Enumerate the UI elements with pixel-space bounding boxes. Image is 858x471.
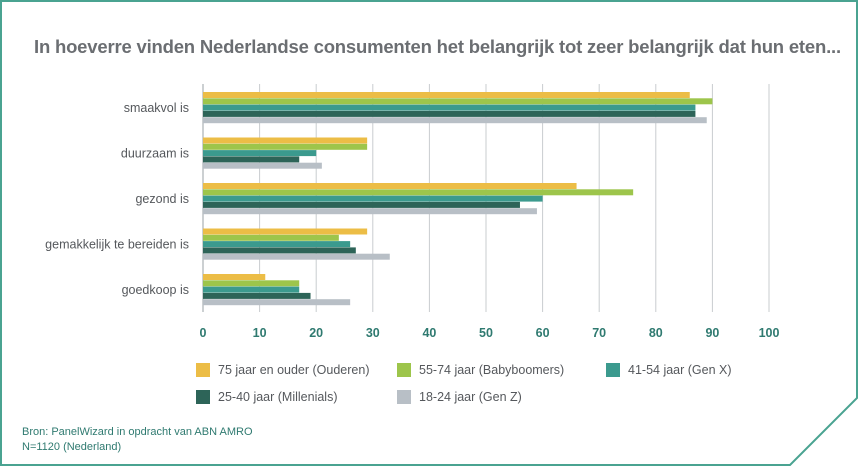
bar — [203, 137, 368, 144]
bar — [203, 195, 543, 202]
bar — [203, 234, 339, 241]
bar — [203, 117, 707, 124]
category-labels: smaakvol is duurzaam is gezond is gemakkeli… — [45, 101, 189, 297]
x-tick-label: 90 — [705, 326, 719, 340]
x-tick-label: 0 — [200, 326, 207, 340]
x-tick-label: 60 — [536, 326, 550, 340]
x-tick-label: 20 — [309, 326, 323, 340]
legend-swatch — [397, 390, 411, 404]
bar — [203, 183, 577, 189]
bar — [203, 150, 317, 157]
bar — [203, 143, 368, 150]
bar — [203, 299, 351, 306]
source-note: Bron: PanelWizard in opdracht van ABN AM… — [22, 426, 253, 438]
chart-title: In hoeverre vinden Nederlandse consument… — [34, 36, 841, 57]
bar — [203, 208, 537, 215]
category-label: gemakkelijk te bereiden is — [45, 237, 189, 251]
bar — [203, 92, 690, 98]
x-axis-tick-labels: 0 10 20 30 40 50 60 70 80 90 100 — [200, 326, 780, 340]
bar — [203, 253, 390, 260]
legend-label: 18-24 jaar (Gen Z) — [419, 390, 522, 404]
bar — [203, 162, 322, 169]
bar — [203, 110, 696, 117]
legend-item-babyboomers: 55-74 jaar (Babyboomers) — [397, 360, 564, 380]
legend-swatch — [397, 363, 411, 377]
x-tick-label: 10 — [253, 326, 267, 340]
bar — [203, 156, 300, 163]
legend-item-ouderen: 75 jaar en ouder (Ouderen) — [196, 360, 369, 380]
legend-label: 25-40 jaar (Millenials) — [218, 390, 338, 404]
legend-swatch — [196, 390, 210, 404]
bar — [203, 189, 634, 196]
legend-label: 41-54 jaar (Gen X) — [628, 363, 732, 377]
bar — [203, 274, 266, 280]
bar — [203, 228, 368, 235]
bar — [203, 286, 300, 293]
sample-size-note: N=1120 (Nederland) — [22, 441, 122, 453]
category-label: gezond is — [135, 192, 189, 206]
x-tick-label: 100 — [759, 326, 780, 340]
x-tick-label: 30 — [366, 326, 380, 340]
bar — [203, 241, 351, 248]
bar — [203, 201, 520, 208]
x-tick-label: 40 — [422, 326, 436, 340]
x-tick-label: 70 — [592, 326, 606, 340]
bar — [203, 247, 356, 254]
bar — [203, 292, 311, 299]
legend-label: 75 jaar en ouder (Ouderen) — [218, 363, 370, 377]
x-tick-label: 80 — [649, 326, 663, 340]
legend-label: 55-74 jaar (Babyboomers) — [419, 363, 565, 377]
legend-swatch — [196, 363, 210, 377]
legend-item-millenials: 25-40 jaar (Millenials) — [196, 387, 338, 407]
legend-item-gen-z: 18-24 jaar (Gen Z) — [397, 387, 522, 407]
bars — [203, 92, 713, 306]
category-label: smaakvol is — [124, 101, 189, 115]
bar — [203, 98, 713, 105]
legend-item-gen-x: 41-54 jaar (Gen X) — [606, 360, 732, 380]
x-tick-label: 50 — [479, 326, 493, 340]
category-label: goedkoop is — [122, 283, 189, 297]
category-label: duurzaam is — [121, 146, 189, 160]
bar — [203, 280, 300, 287]
legend: 75 jaar en ouder (Ouderen) 55-74 jaar (B… — [196, 360, 796, 410]
bar — [203, 104, 696, 111]
legend-swatch — [606, 363, 620, 377]
